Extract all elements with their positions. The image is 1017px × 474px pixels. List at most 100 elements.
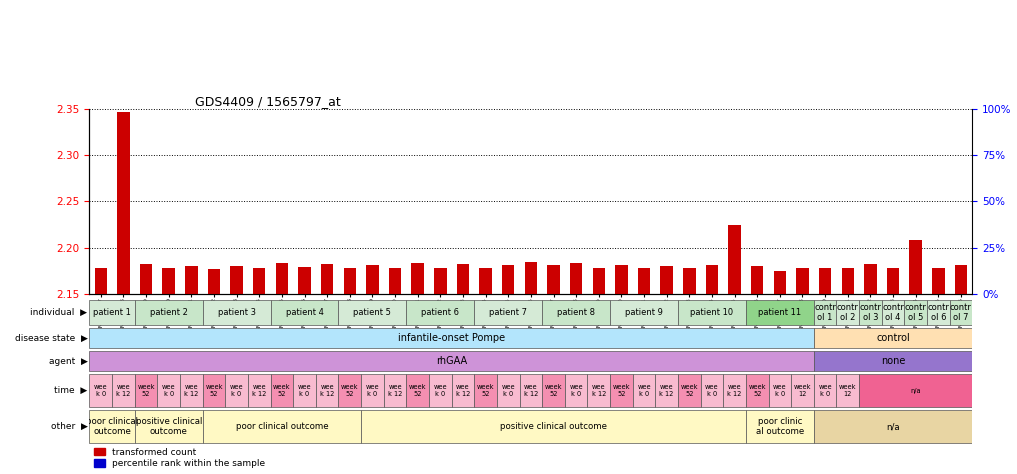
Bar — [955, 265, 967, 294]
Text: contr
ol 5: contr ol 5 — [905, 303, 926, 322]
Bar — [796, 268, 809, 294]
Bar — [615, 265, 627, 294]
Bar — [293, 374, 316, 407]
Bar — [745, 410, 814, 443]
Bar — [135, 410, 202, 443]
Bar — [633, 374, 655, 407]
Text: patient 8: patient 8 — [557, 308, 595, 317]
Text: wee
k 12: wee k 12 — [252, 384, 266, 397]
Bar — [89, 328, 814, 348]
Bar — [701, 374, 723, 407]
Text: contr
ol 6: contr ol 6 — [928, 303, 949, 322]
Bar — [950, 300, 972, 326]
Bar — [112, 374, 135, 407]
Text: infantile-onset Pompe: infantile-onset Pompe — [398, 333, 505, 344]
Bar — [610, 300, 678, 326]
Bar — [745, 300, 814, 326]
Text: wee
k 0: wee k 0 — [819, 384, 832, 397]
Bar — [89, 374, 112, 407]
Bar — [769, 374, 791, 407]
Text: positive clinical outcome: positive clinical outcome — [500, 422, 607, 431]
Text: contr
ol 2: contr ol 2 — [837, 303, 858, 322]
Text: wee
k 0: wee k 0 — [705, 384, 719, 397]
Bar — [814, 410, 972, 443]
Text: week
52: week 52 — [341, 384, 359, 397]
Bar — [316, 374, 339, 407]
Bar — [429, 374, 452, 407]
Text: patient 9: patient 9 — [625, 308, 663, 317]
Text: time  ▶: time ▶ — [54, 386, 87, 395]
Text: wee
k 12: wee k 12 — [320, 384, 335, 397]
Bar — [836, 374, 859, 407]
Text: wee
k 12: wee k 12 — [116, 384, 130, 397]
Text: none: none — [881, 356, 905, 366]
Text: wee
k 0: wee k 0 — [298, 384, 311, 397]
Text: poor clinical outcome: poor clinical outcome — [236, 422, 328, 431]
Bar — [361, 410, 745, 443]
Bar — [728, 226, 740, 294]
Text: wee
k 12: wee k 12 — [659, 384, 674, 397]
Bar — [202, 300, 271, 326]
Bar — [497, 374, 520, 407]
Bar — [678, 374, 701, 407]
Bar — [89, 351, 814, 371]
Text: week
12: week 12 — [793, 384, 812, 397]
Bar — [434, 268, 446, 294]
Bar — [339, 374, 361, 407]
Text: wee
k 0: wee k 0 — [230, 384, 243, 397]
Text: week
52: week 52 — [274, 384, 291, 397]
Bar — [745, 374, 769, 407]
Bar — [525, 263, 537, 294]
Bar — [841, 268, 854, 294]
Text: other  ▶: other ▶ — [51, 422, 87, 431]
Text: patient 10: patient 10 — [691, 308, 733, 317]
Bar — [723, 374, 745, 407]
Bar — [570, 264, 583, 294]
Bar — [909, 240, 921, 294]
Bar — [814, 374, 836, 407]
Bar — [683, 268, 696, 294]
Bar — [887, 268, 899, 294]
Legend: transformed count, percentile rank within the sample: transformed count, percentile rank withi… — [94, 447, 265, 468]
Bar — [564, 374, 588, 407]
Text: poor clinical
outcome: poor clinical outcome — [86, 417, 138, 436]
Bar — [202, 374, 226, 407]
Text: patient 2: patient 2 — [149, 308, 188, 317]
Text: n/a: n/a — [886, 422, 900, 431]
Text: wee
k 0: wee k 0 — [433, 384, 447, 397]
Bar — [344, 268, 356, 294]
Text: contr
ol 3: contr ol 3 — [859, 303, 882, 322]
Bar — [253, 268, 265, 294]
Bar — [89, 410, 135, 443]
Bar — [479, 268, 492, 294]
Bar — [207, 269, 221, 294]
Bar — [271, 374, 293, 407]
Text: patient 11: patient 11 — [759, 308, 801, 317]
Text: week
12: week 12 — [839, 384, 856, 397]
Bar — [706, 265, 718, 294]
Bar — [117, 112, 130, 294]
Text: n/a: n/a — [910, 388, 921, 393]
Text: GDS4409 / 1565797_at: GDS4409 / 1565797_at — [195, 95, 341, 108]
Bar — [836, 300, 859, 326]
Bar — [95, 268, 107, 294]
Bar — [774, 271, 786, 294]
Bar — [859, 374, 972, 407]
Bar — [791, 374, 814, 407]
Bar — [904, 300, 926, 326]
Text: wee
k 12: wee k 12 — [592, 384, 606, 397]
Bar — [882, 300, 904, 326]
Bar — [814, 351, 972, 371]
Bar — [520, 374, 542, 407]
Bar — [542, 300, 610, 326]
Bar — [819, 268, 831, 294]
Bar — [547, 265, 559, 294]
Text: wee
k 0: wee k 0 — [162, 384, 176, 397]
Bar — [457, 264, 469, 294]
Bar — [655, 374, 678, 407]
Bar — [226, 374, 248, 407]
Text: individual  ▶: individual ▶ — [31, 308, 87, 317]
Bar — [542, 374, 564, 407]
Bar — [89, 300, 135, 326]
Bar — [135, 300, 202, 326]
